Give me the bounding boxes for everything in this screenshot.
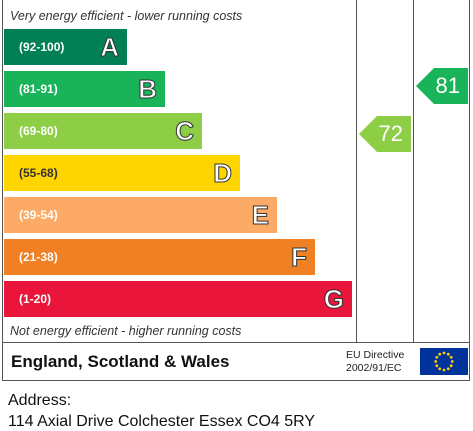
footer-bar: England, Scotland & Wales EU Directive 2… <box>2 343 470 381</box>
region-label: England, Scotland & Wales <box>11 352 230 371</box>
band-range-label: (39-54) <box>19 208 58 222</box>
band-letter: E <box>251 200 269 231</box>
potential-rating-value: 81 <box>435 73 460 98</box>
potential-rating-arrow: 81 <box>416 68 468 104</box>
band-range-label: (1-20) <box>19 292 52 306</box>
band-letter: B <box>138 74 158 105</box>
band-letter: F <box>291 242 308 273</box>
potential-column-divider <box>413 0 414 343</box>
band-range-label: (69-80) <box>19 124 58 138</box>
address-label: Address: <box>8 392 72 409</box>
band-c: (69-80) C <box>4 113 202 149</box>
band-letter: C <box>175 116 195 147</box>
directive-line-1: EU Directive <box>346 349 405 361</box>
eu-flag-icon <box>420 348 468 375</box>
band-range-label: (92-100) <box>19 40 65 54</box>
top-note: Very energy efficient - lower running co… <box>10 9 243 23</box>
band-range-label: (55-68) <box>19 166 58 180</box>
band-letter: G <box>323 284 344 315</box>
band-a: (92-100) A <box>4 29 127 65</box>
bottom-note: Not energy efficient - higher running co… <box>10 324 242 338</box>
current-rating-value: 72 <box>378 121 403 146</box>
band-e: (39-54) E <box>4 197 277 233</box>
directive-line-2: 2002/91/EC <box>346 362 402 374</box>
band-letter: D <box>213 158 233 189</box>
band-d: (55-68) D <box>4 155 240 191</box>
band-b: (81-91) B <box>4 71 165 107</box>
address-text: 114 Axial Drive Colchester Essex CO4 5RY <box>8 413 316 430</box>
band-g: (1-20) G <box>4 281 352 317</box>
band-range-label: (81-91) <box>19 82 58 96</box>
band-range-label: (21-38) <box>19 250 58 264</box>
band-f: (21-38) F <box>4 239 315 275</box>
band-letter: A <box>100 32 120 63</box>
eu-directive: EU Directive 2002/91/EC <box>346 349 404 375</box>
current-rating-arrow: 72 <box>359 116 411 152</box>
current-column-divider <box>356 0 357 343</box>
epc-chart-frame <box>2 0 470 343</box>
